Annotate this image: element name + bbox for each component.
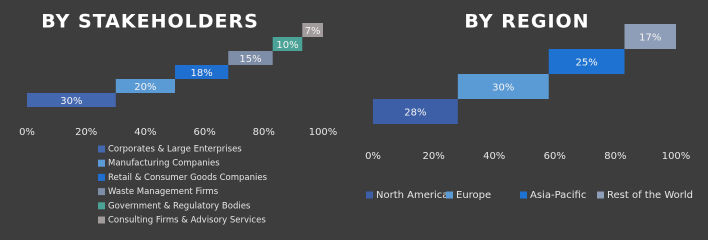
- data-label: 20%: [134, 82, 156, 93]
- bar: [548, 49, 625, 74]
- bar: [373, 99, 458, 124]
- x-tick-label: 40%: [483, 151, 505, 162]
- data-label: 10%: [276, 40, 298, 51]
- data-label: 30%: [492, 83, 514, 94]
- legend-label: Consulting Firms & Advisory Services: [108, 216, 266, 226]
- chart-title: BY REGION: [464, 11, 589, 33]
- data-label: 25%: [575, 58, 597, 69]
- x-tick-label: 60%: [544, 151, 566, 162]
- bar: [27, 93, 116, 107]
- legend-swatch: [98, 188, 105, 196]
- legend-label: Corporates & Large Enterprises: [108, 145, 242, 155]
- legend-swatch: [520, 191, 527, 199]
- bar: [228, 51, 273, 65]
- x-tick-label: 100%: [309, 127, 338, 138]
- legend-label: Rest of the World: [607, 190, 693, 201]
- chart-title: BY STAKEHOLDERS: [41, 11, 259, 33]
- bar: [624, 24, 676, 49]
- data-label: 15%: [239, 54, 261, 65]
- bar: [457, 74, 549, 99]
- page: BY STAKEHOLDERS 0% 20% 40% 60% 80% 100% 30% 20% 1…: [0, 0, 708, 230]
- legend-label: Europe: [456, 190, 491, 201]
- legend-label: Government & Regulatory Bodies: [108, 201, 251, 211]
- data-label: 18%: [191, 68, 213, 79]
- bar: [302, 23, 323, 37]
- x-tick-label: 20%: [75, 127, 97, 138]
- legend-label: North America: [376, 190, 448, 201]
- data-label: 7%: [305, 26, 321, 37]
- legend-label: Waste Management Firms: [108, 187, 219, 197]
- legend-swatch: [446, 191, 453, 199]
- x-tick-label: 60%: [193, 127, 215, 138]
- x-tick-label: 80%: [253, 127, 275, 138]
- legend-swatch: [98, 145, 105, 153]
- x-tick-label: 0%: [365, 151, 381, 162]
- data-label: 17%: [639, 33, 661, 44]
- legend-swatch: [366, 191, 373, 199]
- x-tick-label: 80%: [604, 151, 626, 162]
- x-tick-label: 20%: [422, 151, 444, 162]
- legend-label: Retail & Consumer Goods Companies: [108, 173, 268, 183]
- legend-swatch: [597, 191, 604, 199]
- bar: [175, 65, 229, 79]
- bar: [272, 37, 303, 51]
- legend-swatch: [98, 159, 105, 167]
- legend-swatch: [98, 216, 105, 224]
- legend-swatch: [98, 173, 105, 181]
- x-tick-label: 100%: [662, 151, 691, 162]
- legend-swatch: [98, 202, 105, 210]
- x-tick-label: 0%: [19, 127, 35, 138]
- bar: [115, 79, 175, 93]
- legend-label: Manufacturing Companies: [108, 159, 220, 169]
- data-label: 28%: [404, 108, 426, 119]
- x-tick-label: 40%: [134, 127, 156, 138]
- background: [0, 0, 708, 230]
- legend-label: Asia-Pacific: [530, 190, 586, 201]
- data-label: 30%: [60, 96, 82, 107]
